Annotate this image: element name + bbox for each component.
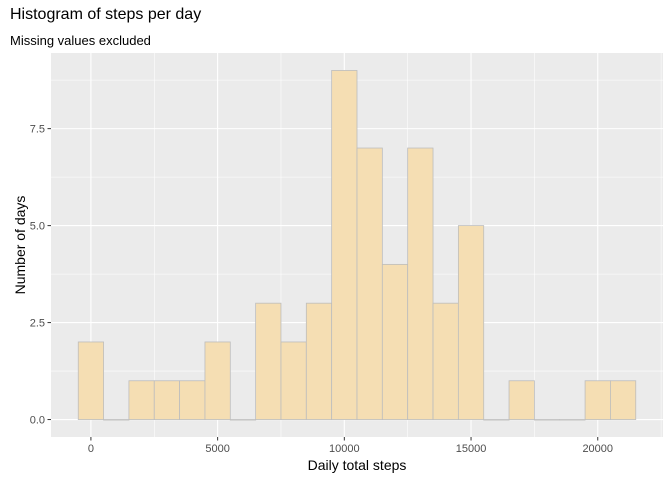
y-tick-label: 0.0 [30, 415, 45, 427]
histogram-bar [128, 380, 155, 420]
chart-subtitle: Missing values excluded [10, 33, 151, 48]
x-tick-label: 5000 [205, 443, 229, 455]
histogram-bar [153, 380, 181, 420]
histogram-bar [331, 70, 358, 420]
histogram-bars [77, 70, 637, 421]
histogram-bar [584, 380, 611, 420]
histogram-bar [407, 147, 434, 420]
y-axis-label: Number of days [12, 196, 28, 295]
x-axis-label: Daily total steps [308, 457, 407, 473]
y-tick-label: 7.5 [30, 124, 45, 136]
histogram-bar [381, 263, 409, 420]
histogram-bar [457, 225, 485, 420]
histogram-bar [610, 380, 637, 420]
histogram-bar [229, 419, 257, 421]
x-tick-label: 15000 [456, 443, 487, 455]
x-tick-label: 20000 [582, 443, 613, 455]
x-tick-label: 0 [88, 443, 94, 455]
histogram-bar [77, 341, 104, 420]
histogram-bar [305, 302, 333, 420]
histogram-bar [483, 419, 510, 421]
histogram-bar [179, 380, 206, 420]
histogram-bar [559, 419, 586, 421]
histogram-bar [508, 380, 535, 420]
y-tick-label: 2.5 [30, 318, 45, 330]
histogram-bar [432, 302, 459, 420]
histogram-bar [204, 341, 231, 420]
chart-title: Histogram of steps per day [10, 6, 202, 23]
x-tick-label: 10000 [329, 443, 360, 455]
histogram-bar [255, 302, 282, 420]
y-tick-label: 5.0 [30, 221, 45, 233]
histogram-bar [533, 419, 561, 421]
histogram-bar [103, 419, 130, 421]
histogram-bar [356, 147, 383, 420]
y-axis: 0.0 2.5 5.0 7.5 [30, 124, 51, 427]
histogram-bar [280, 341, 307, 420]
x-axis: 0 5000 10000 15000 20000 [88, 437, 613, 455]
